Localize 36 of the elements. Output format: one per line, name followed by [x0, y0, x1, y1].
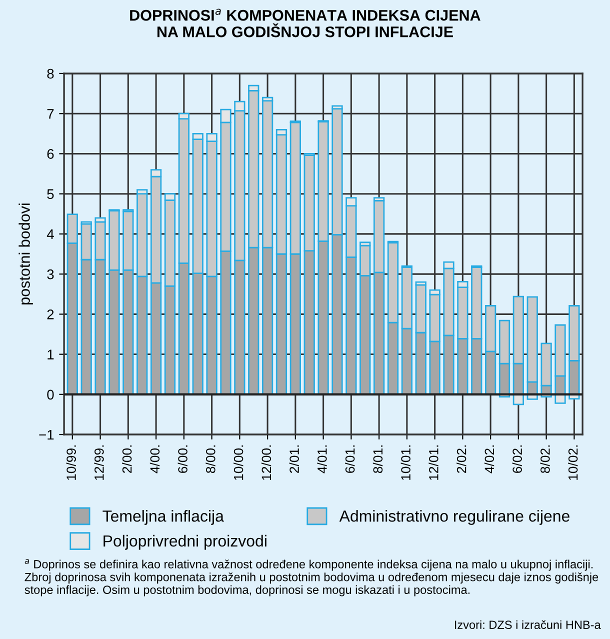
y-tick-label: 8 — [47, 68, 54, 79]
x-tick-label: 4/01. — [317, 445, 327, 474]
text: Izvori: DZS i izračuni HNB-a — [455, 620, 601, 629]
legend-label: Temeljna inflacija — [102, 510, 224, 525]
x-tick-label: 8/01. — [372, 445, 383, 474]
x-tick-label: 8/02. — [540, 445, 550, 474]
y-tick-label: 5 — [47, 189, 54, 199]
x-tick-label: 12/99. — [94, 445, 104, 480]
x-tick-label: 2/00. — [122, 445, 132, 473]
legend-label: Poljoprivredni proizvodi — [104, 534, 266, 550]
y-tick-label: 1 — [48, 350, 54, 360]
y-tick-label: −1 — [39, 430, 54, 440]
y-axis-title: postotni bodovi — [18, 204, 33, 304]
x-tick-label: 4/02. — [484, 445, 494, 474]
x-tick-label: 10/02. — [568, 445, 578, 480]
x-tick-label: 6/02. — [512, 445, 522, 473]
x-tick-label: 8/00. — [206, 445, 216, 474]
x-tick-label: 6/01. — [345, 445, 355, 473]
y-tick-label: 7 — [47, 109, 54, 119]
y-tick-label: 4 — [46, 229, 54, 239]
x-tick-label: 12/00. — [261, 445, 272, 480]
y-tick-label: 0 — [47, 390, 54, 400]
legend-label: Administrativno regulirane cijene — [339, 510, 570, 525]
x-tick-label: 6/00. — [178, 445, 188, 473]
y-tick-label: 6 — [47, 149, 54, 159]
y-tick-label: 2 — [47, 310, 54, 320]
y-tick-label: 3 — [47, 269, 54, 280]
x-tick-label: 4/00. — [150, 445, 160, 474]
x-tick-label: 2/01. — [289, 445, 299, 473]
chart-title: DOPRINOSI$^{a}$ KOMPONENATA INDEKSA CIJENA NA MALO GODIŠNJOJ STOPI INFLACIJE — [130, 8, 480, 38]
x-tick-label: 2/02. — [456, 445, 466, 473]
x-tick-label: 10/99. — [66, 445, 76, 480]
x-tick-label: 12/01. — [428, 445, 438, 480]
x-tick-label: 10/01. — [400, 445, 410, 480]
x-tick-label: 10/00. — [234, 445, 244, 480]
text: $^{a}$ Doprinos se definira kao relativna važnost određene komponente indeksa cijena na malo u ukupnoj inflaciji. Zbroj doprinosa svih komponenata izraženih u postotnim bodovima u određenom mjesecu daje iznos godišnje stope inflacije. Osim u postotnim bodovima, doprinosi se mogu iskazati i u postocima. — [24, 559, 598, 596]
